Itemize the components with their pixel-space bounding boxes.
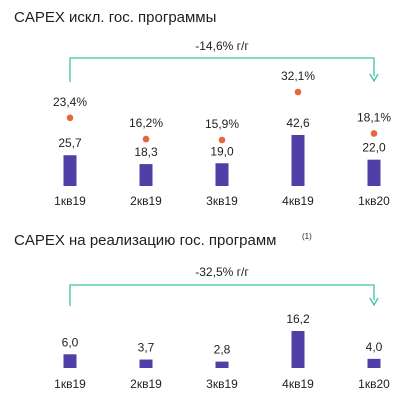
chart2-change-arrow bbox=[69, 284, 379, 307]
chart1-marks: 25,7 1кв19 18,3 2кв19 19,0 3кв19 42,6 4кв19 22,0… bbox=[53, 69, 391, 208]
chart2-change-label: -32,5% г/г bbox=[195, 265, 249, 279]
percent-label: 15,9% bbox=[205, 117, 239, 131]
category-label: 1кв20 bbox=[358, 377, 390, 391]
category-label: 1кв19 bbox=[54, 194, 86, 208]
value-label: 6,0 bbox=[62, 335, 79, 349]
chart1-change-arrow bbox=[69, 57, 379, 83]
value-label: 22,0 bbox=[362, 141, 386, 155]
bar-2кв19 bbox=[139, 359, 153, 368]
value-label: 18,3 bbox=[134, 145, 158, 159]
change-arrowhead bbox=[369, 73, 379, 83]
bar-1кв19 bbox=[63, 354, 77, 368]
bar-4кв19 bbox=[291, 135, 305, 186]
percent-label: 23,4% bbox=[53, 95, 87, 109]
category-label: 3кв19 bbox=[206, 194, 238, 208]
category-label: 1кв20 bbox=[358, 194, 390, 208]
value-label: 25,7 bbox=[58, 136, 82, 150]
percent-dot bbox=[294, 88, 302, 96]
percent-dot bbox=[370, 130, 378, 137]
change-arrow-line bbox=[69, 284, 375, 306]
category-label: 1кв19 bbox=[54, 377, 86, 391]
chart2-title-note: (1) bbox=[302, 232, 312, 241]
chart1-change-label: -14,6% г/г bbox=[195, 39, 249, 53]
value-label: 2,8 bbox=[214, 343, 231, 357]
category-label: 2кв19 bbox=[130, 377, 162, 391]
value-label: 16,2 bbox=[286, 312, 310, 326]
percent-dot bbox=[218, 136, 226, 144]
chart2-title: CAPEX на реализацию гос. программ bbox=[14, 232, 277, 249]
category-label: 4кв19 bbox=[282, 194, 314, 208]
category-label: 4кв19 bbox=[282, 377, 314, 391]
bar-1кв20 bbox=[367, 358, 381, 368]
value-label: 19,0 bbox=[210, 144, 234, 158]
bar-3кв19 bbox=[215, 163, 229, 186]
bar-2кв19 bbox=[139, 164, 153, 186]
percent-dot bbox=[66, 114, 74, 122]
bar-3кв19 bbox=[215, 361, 229, 368]
category-label: 2кв19 bbox=[130, 194, 162, 208]
category-label: 3кв19 bbox=[206, 377, 238, 391]
chart1-title: CAPEX искл. гос. программы bbox=[14, 9, 216, 26]
value-label: 3,7 bbox=[138, 341, 155, 355]
percent-label: 18,1% bbox=[357, 110, 391, 124]
bar-1кв20 bbox=[367, 159, 381, 186]
bar-1кв19 bbox=[63, 155, 77, 186]
percent-dot bbox=[142, 135, 150, 143]
chart2-marks: 6,0 1кв19 3,7 2кв19 2,8 3кв19 16,2 4кв19 4,0 1кв2… bbox=[54, 312, 390, 391]
change-arrowhead bbox=[369, 297, 379, 307]
value-label: 4,0 bbox=[366, 340, 383, 354]
percent-label: 32,1% bbox=[281, 69, 315, 83]
change-arrow-line bbox=[69, 57, 375, 82]
bar-4кв19 bbox=[291, 331, 305, 368]
value-label: 42,6 bbox=[286, 116, 310, 130]
percent-label: 16,2% bbox=[129, 116, 163, 130]
